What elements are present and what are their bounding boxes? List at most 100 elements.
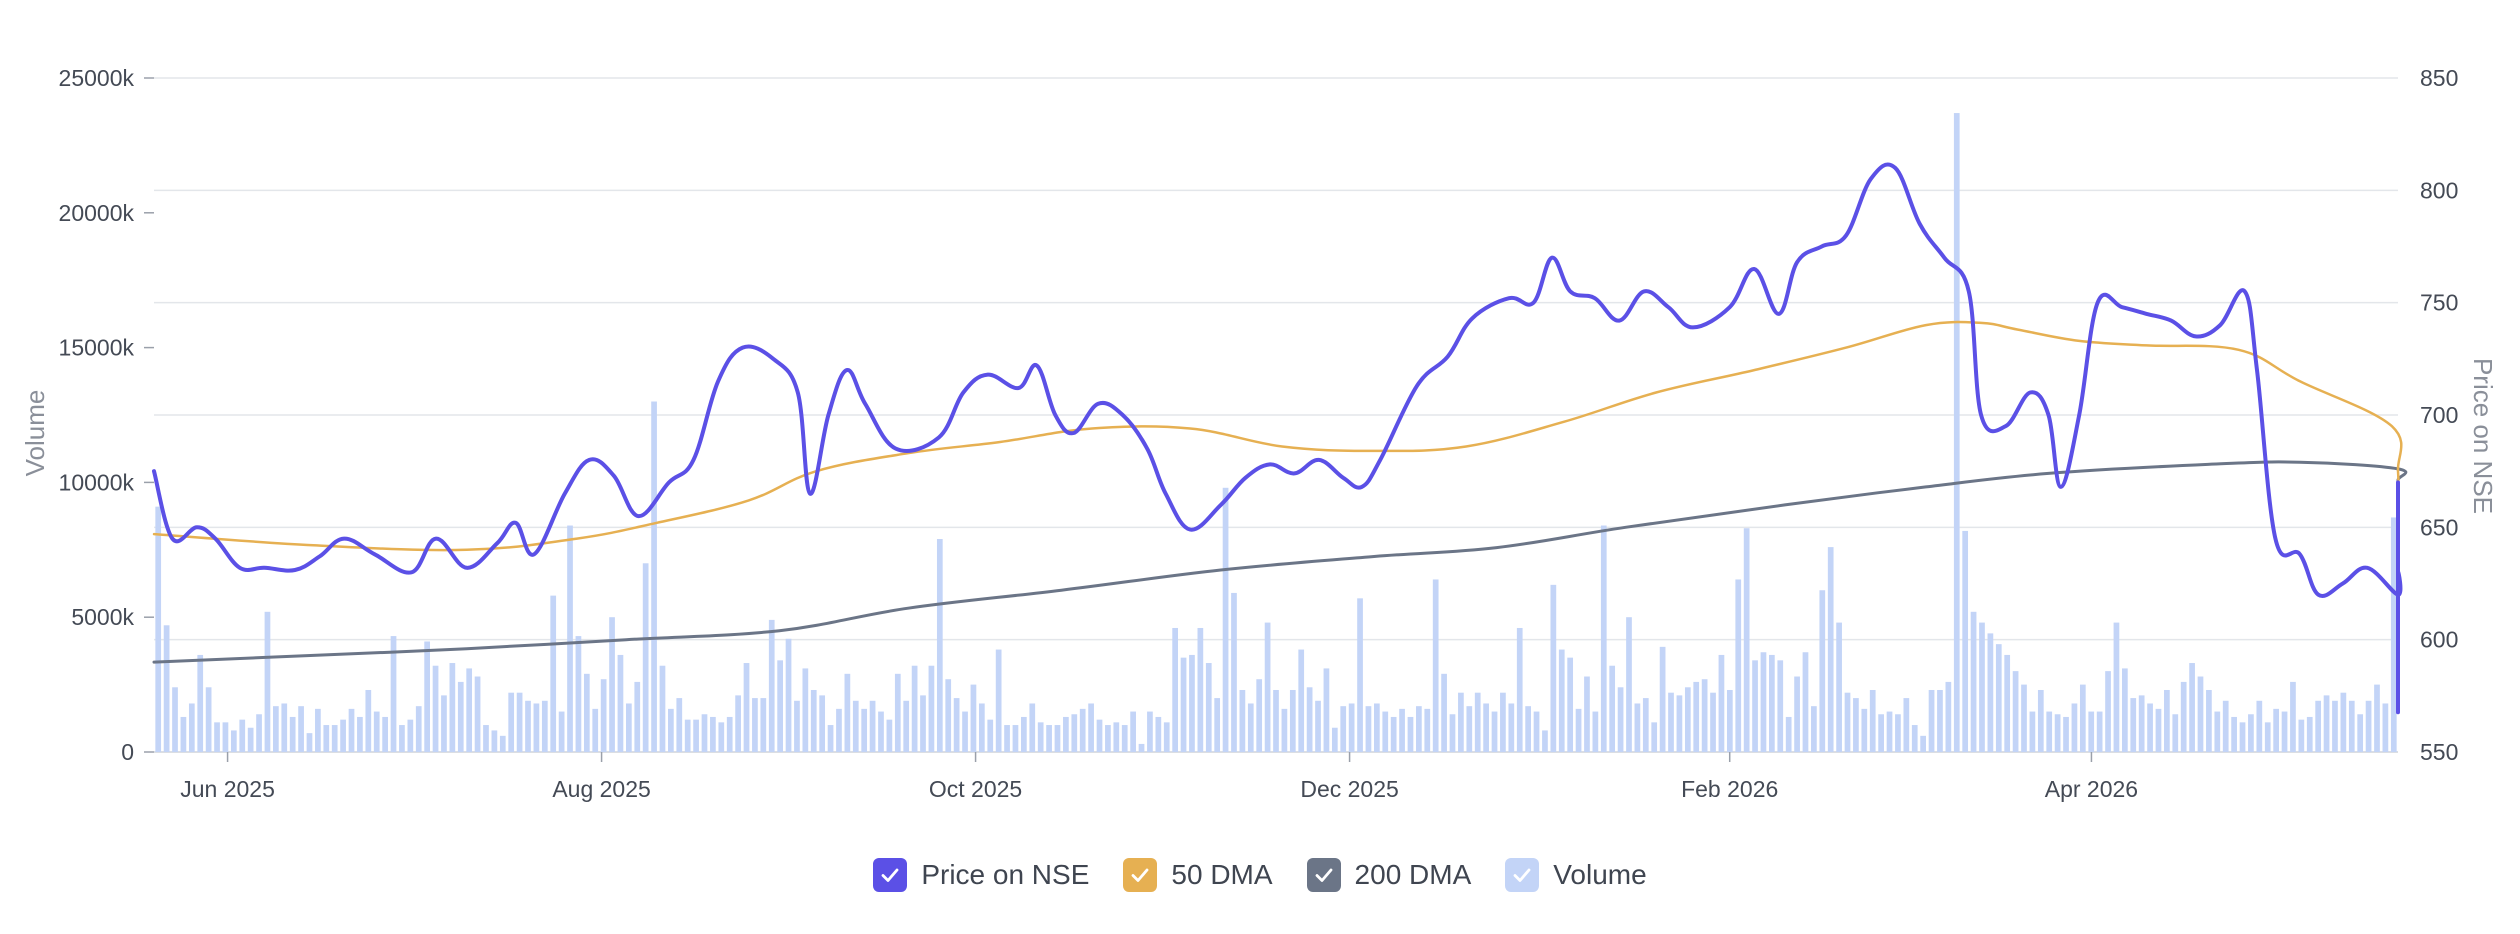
volume-bar xyxy=(1777,660,1784,752)
volume-bar xyxy=(239,719,246,752)
volume-bar xyxy=(609,617,615,752)
volume-bar xyxy=(794,700,800,752)
volume-bar xyxy=(483,725,489,752)
volume-bar xyxy=(2054,714,2061,752)
volume-bar xyxy=(886,719,893,752)
right-axis-tick-label: 550 xyxy=(2420,739,2458,765)
volume-bar xyxy=(2037,689,2044,752)
volume-bar xyxy=(651,401,657,752)
volume-bar xyxy=(2315,700,2322,752)
checkbox-icon[interactable] xyxy=(873,858,908,892)
legend-item-price-on-nse[interactable]: Price on NSE xyxy=(873,858,1089,892)
dma-200-line xyxy=(152,460,2408,664)
left-axis-tick-label: 5000k xyxy=(71,604,134,630)
volume-bar xyxy=(1239,689,1246,752)
checkbox-icon[interactable] xyxy=(1123,858,1158,892)
volume-bar xyxy=(1021,716,1027,752)
volume-bar xyxy=(441,695,447,752)
legend-item-200-dma[interactable]: 200 DMA xyxy=(1306,858,1471,892)
volume-bar xyxy=(2121,668,2128,752)
price-series xyxy=(152,162,2403,714)
volume-bar xyxy=(1895,714,1901,752)
volume-bar xyxy=(1256,679,1263,752)
volume-bar xyxy=(953,698,960,752)
volume-bar xyxy=(625,703,632,752)
volume-bar xyxy=(684,719,691,752)
volume-bar xyxy=(382,716,388,752)
volume-bar xyxy=(516,692,523,752)
volume-bar xyxy=(852,700,859,752)
price-line xyxy=(152,162,2403,714)
volume-bar xyxy=(1785,716,1792,752)
volume-bar xyxy=(1079,708,1086,752)
volume-bar xyxy=(466,668,473,752)
volume-bar xyxy=(1769,654,1775,752)
right-axis-tick-label: 850 xyxy=(2420,65,2458,91)
volume-bar xyxy=(945,679,952,752)
volume-bar xyxy=(508,692,515,752)
volume-bar xyxy=(2332,700,2338,752)
volume-bar xyxy=(920,695,926,752)
volume-bar xyxy=(415,706,422,752)
volume-bar xyxy=(726,716,733,752)
legend-item-volume[interactable]: Volume xyxy=(1505,858,1647,892)
volume-bar xyxy=(2382,703,2389,752)
volume-bar xyxy=(1390,716,1397,752)
volume-bar xyxy=(1735,579,1742,752)
volume-bar xyxy=(936,539,943,752)
volume-bar xyxy=(1726,689,1733,752)
volume-bar xyxy=(331,725,338,752)
volume-bar xyxy=(180,716,187,752)
volume-bar xyxy=(592,708,599,752)
volume-bar xyxy=(214,722,220,752)
volume-bar xyxy=(491,730,498,752)
volume-bar xyxy=(903,700,910,752)
volume-bar xyxy=(752,698,758,752)
volume-bar xyxy=(188,703,195,752)
volume-bar xyxy=(1987,633,1994,752)
volume-bar xyxy=(1626,617,1632,752)
volume-bar xyxy=(567,525,573,752)
checkbox-icon[interactable] xyxy=(1306,858,1341,892)
volume-bar xyxy=(827,725,834,752)
volume-bar xyxy=(1743,528,1750,752)
volume-bar xyxy=(2214,711,2221,752)
dma-200-series xyxy=(152,460,2408,664)
volume-bar xyxy=(1600,525,1607,752)
volume-bar xyxy=(1617,687,1624,752)
volume-bar xyxy=(1298,649,1305,752)
volume-bar xyxy=(264,611,271,752)
volume-bar xyxy=(340,719,346,752)
volume-bar xyxy=(2374,684,2380,752)
volume-bar xyxy=(558,711,565,752)
volume-bar xyxy=(1323,668,1330,752)
volume-bar xyxy=(810,689,817,752)
volume-bar xyxy=(2323,695,2330,752)
volume-bar xyxy=(668,708,674,752)
volume-bar xyxy=(432,665,439,752)
volume-bar xyxy=(2063,716,2069,752)
volume-bar xyxy=(1592,711,1599,752)
volume-bar xyxy=(2298,719,2305,752)
volume-bar xyxy=(2231,716,2237,752)
volume-bar xyxy=(1331,727,1338,752)
volume-bar xyxy=(1432,579,1439,752)
volume-bar xyxy=(1811,706,1817,752)
volume-bar xyxy=(1046,725,1052,752)
volume-bar xyxy=(1373,703,1380,752)
volume-bar xyxy=(928,665,935,752)
checkbox-icon[interactable] xyxy=(1505,858,1540,892)
volume-bar xyxy=(1458,692,1464,752)
volume-bar xyxy=(525,700,531,752)
legend-item-50-dma[interactable]: 50 DMA xyxy=(1123,858,1273,892)
left-axis-title: Volume xyxy=(20,390,50,477)
volume-bar xyxy=(1710,692,1716,752)
volume-bar xyxy=(2079,684,2086,752)
volume-bar xyxy=(1247,703,1254,752)
volume-bar xyxy=(1928,689,1935,752)
volume-bar xyxy=(1525,706,1531,752)
volume-bar xyxy=(1651,722,1658,752)
volume-bar xyxy=(1348,703,1355,752)
volume-bar xyxy=(1609,665,1616,752)
volume-bar xyxy=(399,725,405,752)
